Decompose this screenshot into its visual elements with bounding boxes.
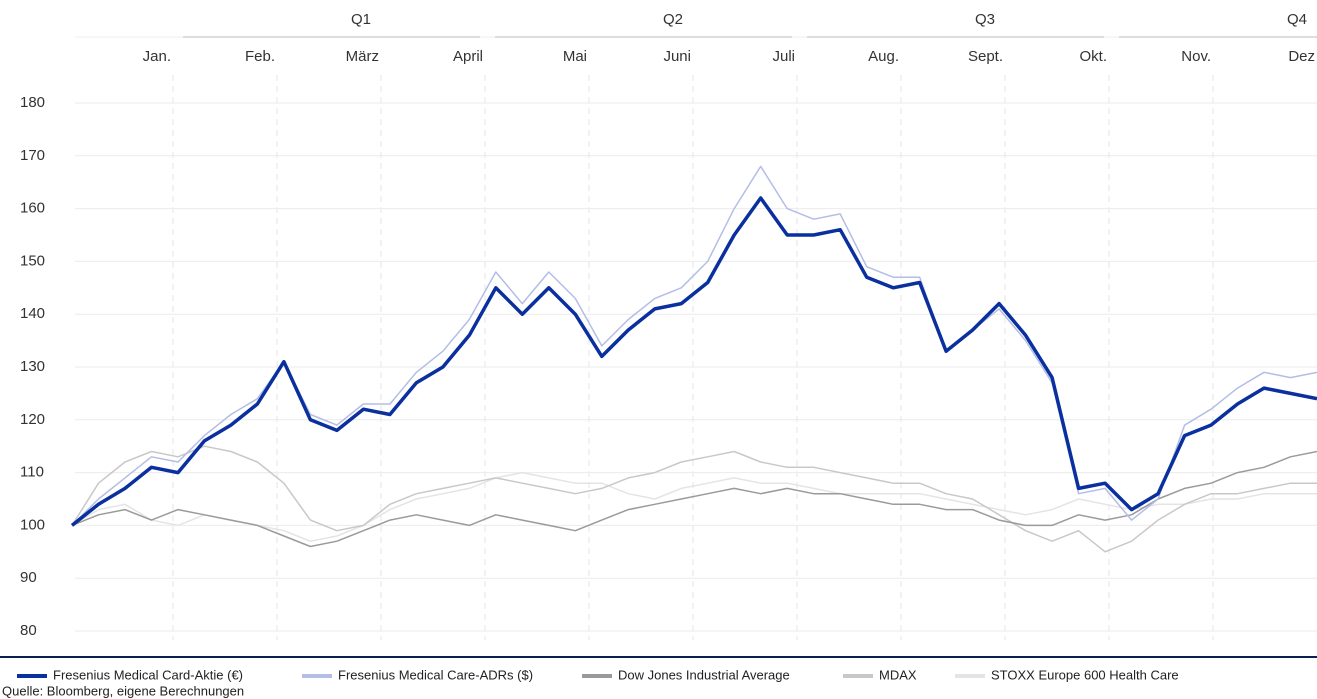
y-tick-label: 90 bbox=[20, 569, 37, 586]
series-line bbox=[71, 471, 1317, 542]
x-tick-label: Juni bbox=[663, 48, 691, 65]
legend-label: MDAX bbox=[879, 667, 917, 682]
y-tick-label: 80 bbox=[20, 622, 37, 639]
y-tick-label: 110 bbox=[20, 464, 44, 481]
quarter-label: Q1 bbox=[351, 11, 371, 28]
y-tick-label: 120 bbox=[20, 411, 45, 428]
y-tick-label: 180 bbox=[20, 94, 45, 111]
series-line bbox=[71, 165, 1317, 526]
x-tick-label: April bbox=[453, 48, 483, 65]
y-tick-label: 130 bbox=[20, 358, 45, 375]
x-tick-label: Sept. bbox=[968, 48, 1003, 65]
legend-label: STOXX Europe 600 Health Care bbox=[991, 667, 1179, 682]
series-line bbox=[71, 445, 1317, 553]
legend-label: Fresenius Medical Care-ADRs ($) bbox=[338, 667, 533, 682]
source-note: Quelle: Bloomberg, eigene Berechnungen bbox=[2, 683, 244, 698]
y-tick-label: 170 bbox=[20, 147, 45, 164]
y-tick-label: 160 bbox=[20, 200, 45, 217]
x-tick-label: Mai bbox=[563, 48, 587, 65]
legend-label: Fresenius Medical Card-Aktie (€) bbox=[53, 667, 243, 682]
quarter-label: Q2 bbox=[663, 11, 683, 28]
legend-label: Dow Jones Industrial Average bbox=[618, 667, 790, 682]
x-tick-label: Feb. bbox=[245, 48, 275, 65]
x-tick-label: Aug. bbox=[868, 48, 899, 65]
quarter-label: Q3 bbox=[975, 11, 995, 28]
series-line bbox=[70, 196, 1317, 527]
x-tick-label: Jan. bbox=[143, 48, 171, 65]
x-tick-label: Nov. bbox=[1181, 48, 1211, 65]
quarter-label: Q4 bbox=[1287, 11, 1307, 28]
y-tick-label: 100 bbox=[20, 516, 45, 533]
x-tick-label: Dez bbox=[1288, 48, 1315, 65]
x-tick-label: Okt. bbox=[1079, 48, 1107, 65]
series-line bbox=[71, 450, 1317, 548]
x-tick-label: März bbox=[346, 48, 379, 65]
y-tick-label: 150 bbox=[20, 252, 45, 269]
y-tick-label: 140 bbox=[20, 305, 45, 322]
x-tick-label: Juli bbox=[772, 48, 795, 65]
